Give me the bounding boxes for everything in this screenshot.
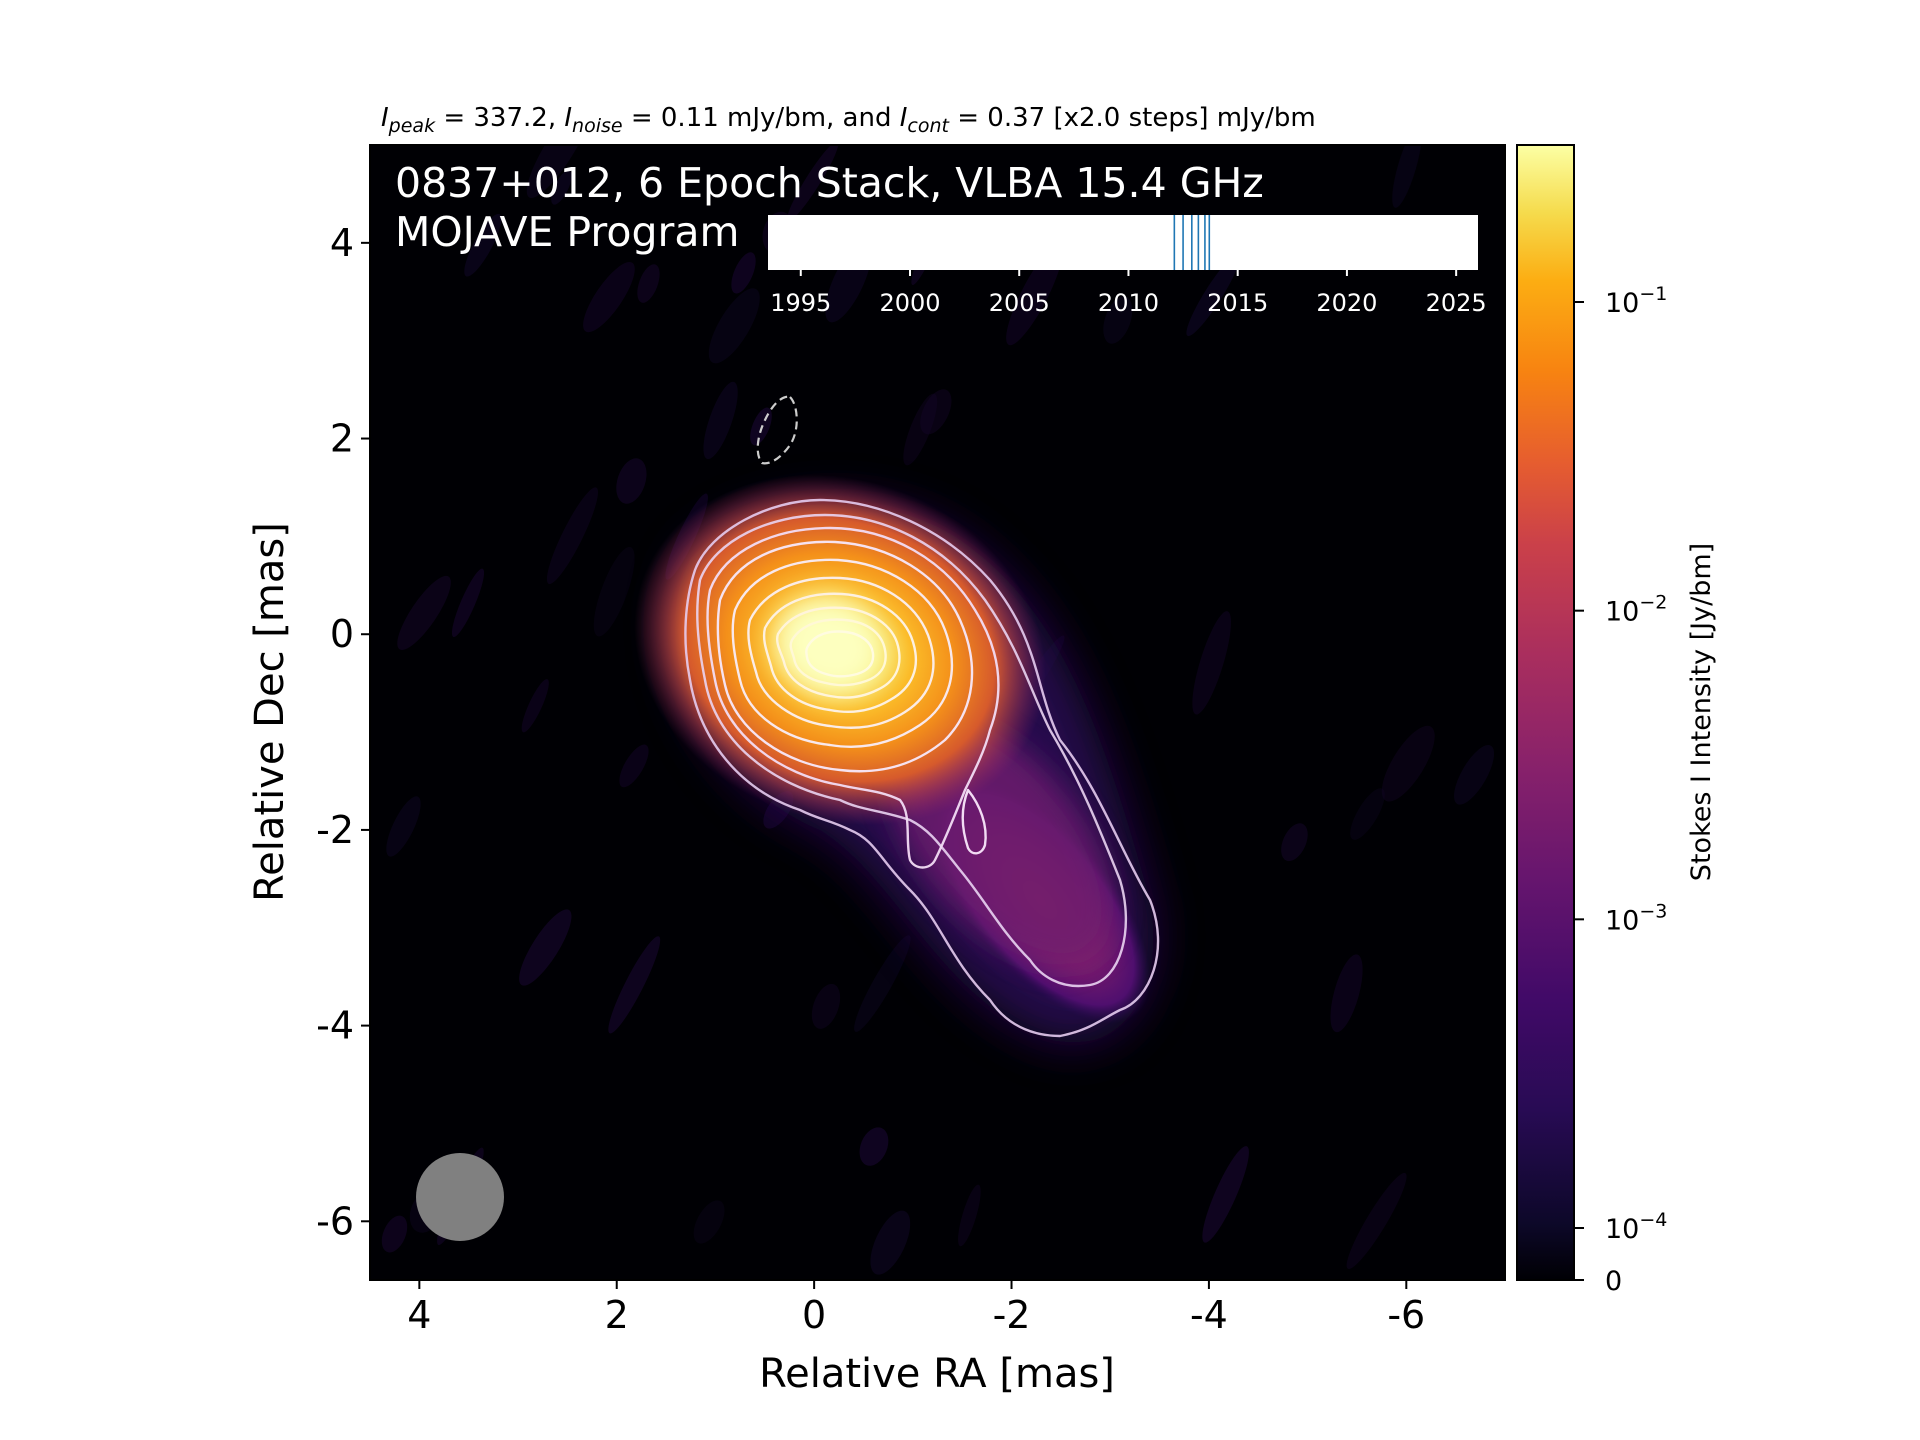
contour-level-5 <box>731 558 953 748</box>
colorbar-tick-label: 10−4 <box>1605 1209 1667 1245</box>
epoch-tick-label: 2025 <box>1426 289 1487 317</box>
noise-blob <box>608 936 661 1034</box>
noise-blob <box>859 1127 889 1166</box>
y-tick-label: 0 <box>330 612 354 656</box>
noise-blob <box>703 381 738 460</box>
negative-contour <box>756 395 798 465</box>
epoch-timeline: 1995 2000 2005 2010 2015 2020 2025 <box>768 215 1487 317</box>
contour-level-1 <box>684 498 1160 1038</box>
noise-blob <box>1281 823 1308 862</box>
x-axis-label: Relative RA [mas] <box>759 1351 1115 1397</box>
contour-level-4 <box>716 540 974 773</box>
x-tick-label: 2 <box>605 1293 629 1337</box>
noise-blob <box>1381 725 1435 802</box>
noise-blob <box>616 458 647 504</box>
top-caption: Ipeak = 337.2, Inoise = 0.11 mJy/bm, and… <box>381 103 1316 137</box>
noise-blob <box>811 983 841 1029</box>
beam-ellipse <box>416 1153 504 1241</box>
noise-blob <box>1103 296 1133 344</box>
y-tick-label: -2 <box>316 808 354 852</box>
contour-level-2 <box>696 513 1128 988</box>
noise-blob <box>637 264 660 303</box>
noise-blob <box>519 909 572 986</box>
x-tick-label: -2 <box>993 1293 1031 1337</box>
noise-blob <box>1350 788 1385 840</box>
x-tick-label: -6 <box>1387 1293 1425 1337</box>
noise-blob <box>521 679 549 733</box>
noise-blob <box>708 288 760 364</box>
contour-group <box>684 395 1160 1038</box>
contour-level-8 <box>776 606 901 699</box>
x-tick-label: 0 <box>802 1293 826 1337</box>
plot-frame <box>369 144 1506 1281</box>
noise-blob <box>854 935 911 1032</box>
colorbar-bar <box>1516 144 1575 1281</box>
noise-blob <box>1330 954 1363 1033</box>
contour-jet-loop <box>961 788 987 855</box>
noise-blob <box>731 252 756 294</box>
noise-blob <box>1192 611 1231 715</box>
x-axis: 4 2 0 -2 -4 -6 <box>407 1280 1425 1337</box>
y-tick-label: -6 <box>316 1199 354 1243</box>
contour-level-3 <box>706 526 1000 869</box>
colorbar-tick-label: 10−1 <box>1605 283 1667 319</box>
noise-blob <box>1186 253 1241 337</box>
noise-blob <box>1392 145 1422 208</box>
plot-area: 0837+012, 6 Epoch Stack, VLBA 15.4 GHz M… <box>369 144 1506 1281</box>
epoch-tick-label: 1995 <box>770 289 831 317</box>
noise-blob <box>593 546 635 637</box>
noise-blob <box>903 393 938 466</box>
noise-blob <box>870 1210 911 1275</box>
noise-blob <box>786 145 839 222</box>
contour-level-9 <box>789 618 887 687</box>
noise-blob <box>381 1215 408 1253</box>
plot-title-line1: 0837+012, 6 Epoch Stack, VLBA 15.4 GHz <box>395 159 1264 207</box>
colorbar-tick-label: 10−3 <box>1605 900 1667 936</box>
epoch-lines <box>1173 215 1211 270</box>
noise-blob <box>546 487 599 585</box>
y-tick-label: -4 <box>316 1004 354 1048</box>
contour-level-7 <box>762 592 918 714</box>
colorbar-tick-label: 0 <box>1605 1266 1622 1297</box>
noise-blob <box>920 389 952 435</box>
noise-blob <box>1346 1172 1407 1270</box>
noise-blob <box>451 568 485 638</box>
epoch-ticks: 1995 2000 2005 2010 2015 2020 2025 <box>770 270 1487 317</box>
y-axis: 4 2 0 -2 -4 -6 <box>316 221 370 1243</box>
noise-blob <box>619 744 649 788</box>
noise-blob <box>397 575 451 650</box>
contour-level-10 <box>805 630 875 678</box>
epoch-tick-label: 2010 <box>1098 289 1159 317</box>
noise-blob <box>386 796 421 857</box>
contour-level-6 <box>747 576 935 729</box>
noise-blob <box>583 261 635 333</box>
noise-blob <box>464 213 502 277</box>
noise-blob <box>526 145 593 198</box>
noise-blob <box>958 1184 981 1247</box>
epoch-tick-label: 2020 <box>1316 289 1377 317</box>
x-tick-label: 4 <box>407 1293 431 1337</box>
noise-blob <box>693 1200 725 1244</box>
epoch-tick-label: 2005 <box>989 289 1050 317</box>
noise-blob <box>1202 1146 1249 1243</box>
colorbar-tick-label: 10−2 <box>1605 592 1667 628</box>
y-axis-label: Relative Dec [mas] <box>247 522 293 902</box>
plot-title-line2: MOJAVE Program <box>395 208 739 256</box>
noise-blob <box>551 170 572 205</box>
x-tick-label: -4 <box>1190 1293 1228 1337</box>
epoch-timeline-box <box>768 215 1478 270</box>
y-tick-label: 4 <box>330 221 354 265</box>
noise-blob <box>1454 745 1495 805</box>
colorbar-ticks: 10−1 10−2 10−3 10−4 0 <box>1574 283 1667 1297</box>
y-tick-label: 2 <box>330 417 354 461</box>
epoch-tick-label: 2015 <box>1207 289 1268 317</box>
colorbar: 10−1 10−2 10−3 10−4 0 Stokes I Intensity [Jy… <box>1516 144 1717 1297</box>
colorbar-label: Stokes I Intensity [Jy/bm] <box>1686 543 1717 881</box>
epoch-tick-label: 2000 <box>879 289 940 317</box>
